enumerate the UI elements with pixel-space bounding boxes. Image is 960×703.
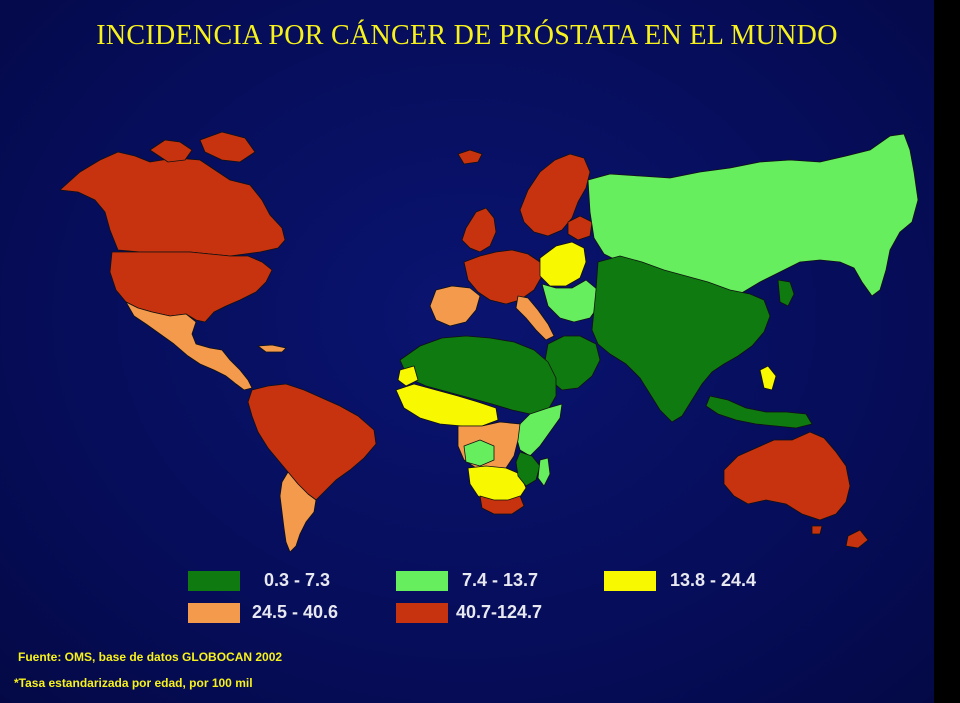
region-mexico-central-america: [125, 301, 253, 391]
region-south-africa: [479, 495, 525, 515]
source-note: Fuente: OMS, base de datos GLOBOCAN 2002: [18, 650, 283, 664]
legend-swatch-2: [396, 571, 448, 591]
region-caribbean: [257, 344, 287, 353]
legend-swatch-5: [396, 603, 448, 623]
slide: INCIDENCIA POR CÁNCER DE PRÓSTATA EN EL …: [0, 0, 934, 703]
world-map: [59, 131, 919, 553]
region-asia-low: [591, 255, 771, 423]
region-south-america: [247, 383, 377, 501]
region-baltics: [567, 215, 593, 241]
region-alaska-canada: [59, 151, 286, 257]
region-canadian-arctic: [149, 139, 193, 163]
legend-label-2: 7.4 - 13.7: [462, 570, 539, 590]
region-scandinavia: [519, 153, 591, 237]
region-iberia: [429, 285, 481, 327]
region-tasmania: [811, 525, 823, 535]
region-indonesia: [705, 395, 813, 429]
region-japan: [777, 279, 795, 307]
rate-footnote: *Tasa estandarizada por edad, por 100 mi…: [14, 676, 253, 690]
legend-label-1: 0.3 - 7.3: [264, 570, 331, 590]
region-western-europe: [463, 249, 543, 305]
region-central-africa-2: [463, 439, 495, 467]
region-eastern-europe: [541, 279, 601, 323]
region-uk-ireland: [461, 207, 497, 253]
region-southern-cone: [279, 471, 317, 553]
region-mozambique: [515, 451, 541, 487]
legend-label-5: 40.7-124.7: [456, 602, 543, 622]
region-iceland: [457, 149, 483, 165]
legend-label-4: 24.5 - 40.6: [252, 602, 339, 622]
region-central-europe: [539, 241, 587, 287]
region-west-africa: [395, 383, 499, 427]
region-north-africa: [399, 335, 557, 415]
region-madagascar: [537, 457, 551, 487]
region-italy: [515, 295, 555, 341]
region-west-africa-2: [397, 365, 419, 387]
map-title: INCIDENCIA POR CÁNCER DE PRÓSTATA EN EL …: [96, 20, 838, 51]
legend-swatch-3: [604, 571, 656, 591]
region-greenland-arctic: [199, 131, 256, 163]
region-new-zealand: [845, 529, 869, 549]
legend-swatch-1: [188, 571, 240, 591]
region-australia: [723, 431, 851, 521]
legend-swatch-4: [188, 603, 240, 623]
legend-label-3: 13.8 - 24.4: [670, 570, 757, 590]
region-philippines: [759, 365, 777, 391]
